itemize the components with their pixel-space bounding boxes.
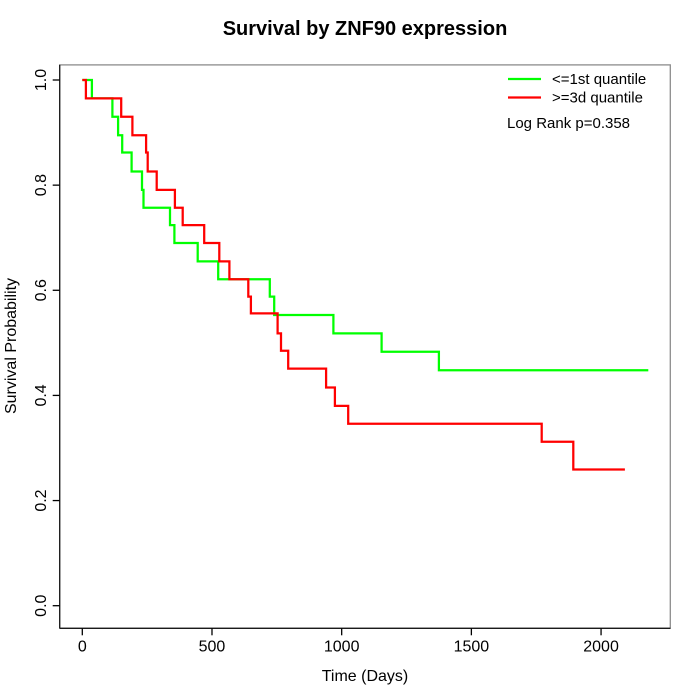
x-tick-label: 1500 xyxy=(454,639,490,656)
log-rank-annotation: Log Rank p=0.358 xyxy=(507,115,630,132)
x-tick-label: 500 xyxy=(199,639,226,656)
y-tick-label: 0.6 xyxy=(33,279,50,301)
plot-box xyxy=(59,64,671,629)
y-tick-label: 0.8 xyxy=(33,174,50,196)
y-tick-label: 1.0 xyxy=(33,69,50,91)
x-axis-label: Time (Days) xyxy=(322,668,409,685)
chart-title: Survival by ZNF90 expression xyxy=(223,18,508,40)
x-tick-label: 2000 xyxy=(583,639,619,656)
x-tick-label: 0 xyxy=(78,639,87,656)
x-tick-label: 1000 xyxy=(324,639,360,656)
y-axis-label: Survival Probability xyxy=(3,278,20,414)
legend-label-high-expression: >=3d quantile xyxy=(552,90,643,107)
y-tick-label: 0.2 xyxy=(33,489,50,511)
survival-curve-low-expression xyxy=(82,78,649,372)
plot-area: 0 500 1000 1500 2000 0.0 0.2 0.4 0.6 0.8 1.0 xyxy=(33,64,671,656)
y-tick-label: 0.4 xyxy=(33,384,50,406)
survival-curve-high-expression xyxy=(82,78,625,471)
y-tick-label: 0.0 xyxy=(33,594,50,616)
legend: <=1st quantile >=3d quantile Log Rank p=… xyxy=(507,71,646,132)
legend-label-low-expression: <=1st quantile xyxy=(552,71,646,88)
